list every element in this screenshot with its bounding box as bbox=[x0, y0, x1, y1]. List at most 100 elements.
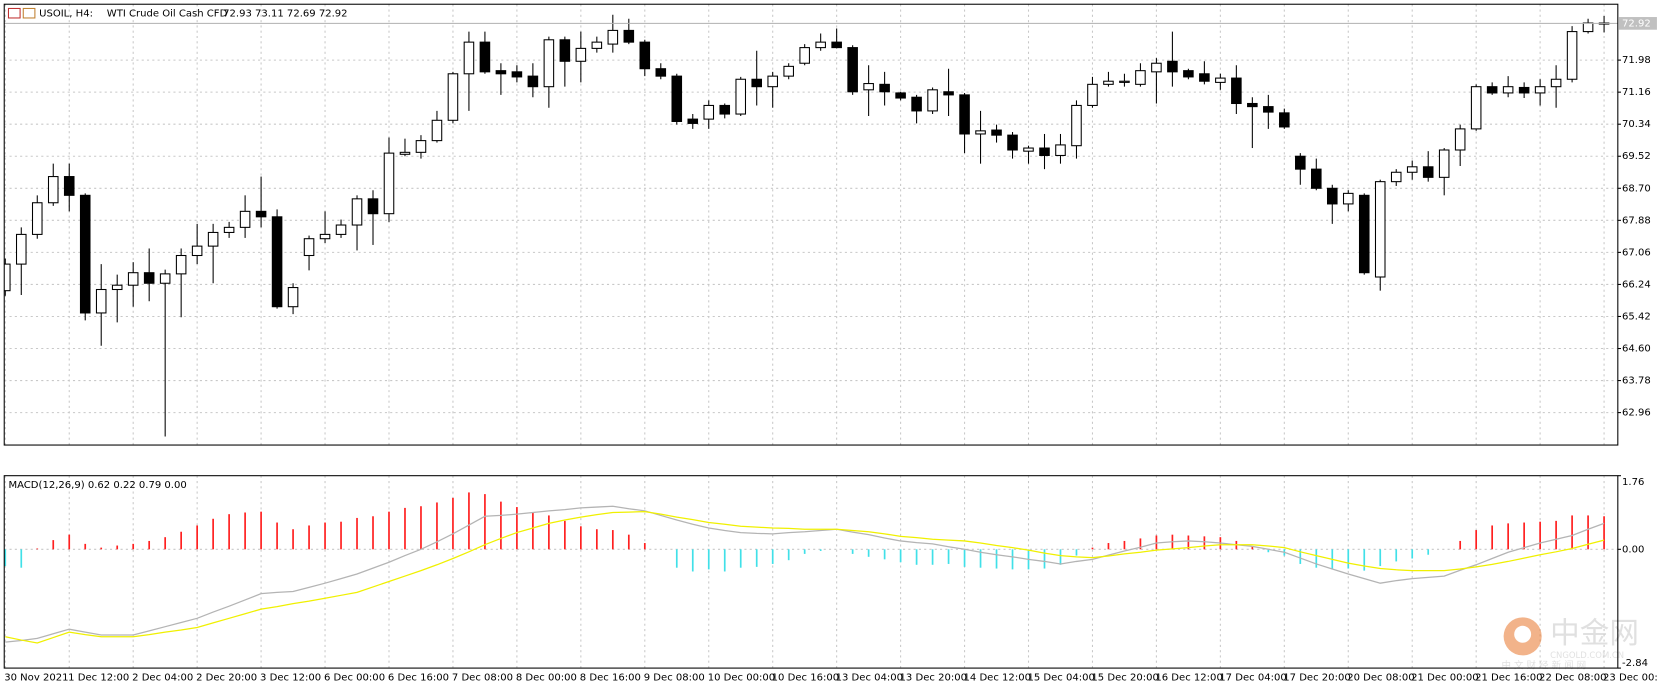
candle-body bbox=[975, 130, 986, 135]
candle-body bbox=[1406, 166, 1418, 173]
histogram-bar bbox=[1603, 516, 1605, 550]
y-tick-label: 64.60 bbox=[1622, 344, 1651, 355]
histogram-bar bbox=[164, 537, 167, 550]
histogram-bar bbox=[1491, 525, 1494, 550]
macd-line bbox=[5, 511, 1605, 644]
y-tick-label: 66.24 bbox=[1622, 279, 1651, 290]
histogram-bar bbox=[1075, 549, 1078, 556]
candle-body bbox=[863, 83, 874, 91]
x-tick-label: 22 Dec 08:00 bbox=[1539, 673, 1606, 684]
candle-body bbox=[767, 75, 778, 88]
histogram-bar bbox=[1427, 549, 1430, 555]
histogram-bar bbox=[516, 507, 518, 550]
candle-body bbox=[271, 216, 283, 308]
candle-body bbox=[495, 70, 507, 75]
histogram-bar bbox=[276, 522, 278, 550]
histogram-bar bbox=[1251, 546, 1254, 550]
candle-body bbox=[815, 41, 826, 49]
histogram-bar bbox=[787, 549, 790, 561]
histogram-bar bbox=[1507, 523, 1509, 550]
histogram-bar bbox=[52, 540, 55, 550]
candle-body bbox=[719, 104, 731, 115]
candle-body bbox=[335, 224, 347, 235]
candle-body bbox=[367, 198, 379, 215]
watermark-tagline: 中 文 财 经 新 闻 网 bbox=[1502, 659, 1587, 671]
x-tick-label: 3 Dec 12:00 bbox=[260, 673, 321, 684]
histogram-bar bbox=[212, 518, 214, 550]
candle-body bbox=[591, 41, 603, 49]
histogram-bar bbox=[1475, 530, 1478, 550]
candle-body bbox=[31, 202, 43, 235]
histogram-bar bbox=[404, 507, 406, 550]
histogram-bar bbox=[643, 543, 646, 550]
x-tick-label: 15 Dec 20:00 bbox=[1091, 673, 1158, 684]
x-tick-label: 30 Nov 2021 bbox=[4, 673, 68, 684]
x-tick-label: 1 Dec 12:00 bbox=[68, 673, 129, 684]
y-tick-label: 65.42 bbox=[1622, 311, 1651, 322]
description: WTI Crude Oil Cash CFD bbox=[107, 9, 228, 20]
header-icon bbox=[22, 7, 36, 19]
watermark-site: CNGOLD.COM.CN bbox=[1550, 650, 1624, 660]
histogram-bar bbox=[1011, 549, 1014, 570]
candle-body bbox=[1295, 155, 1306, 170]
histogram-bar bbox=[68, 534, 71, 550]
histogram-bar bbox=[324, 522, 326, 550]
x-tick-label: 2 Dec 04:00 bbox=[132, 673, 193, 684]
y-tick-label: 0.00 bbox=[1622, 544, 1644, 555]
candle-body bbox=[159, 273, 171, 284]
candle-body bbox=[1055, 144, 1066, 156]
candle-body bbox=[431, 119, 443, 142]
x-tick-label: 7 Dec 08:00 bbox=[452, 673, 513, 684]
candle-body bbox=[559, 39, 571, 62]
histogram-bar bbox=[771, 549, 774, 564]
candle-body bbox=[735, 78, 747, 115]
candle-body bbox=[1390, 171, 1402, 183]
candle-body bbox=[1279, 112, 1290, 128]
histogram-bar bbox=[1347, 549, 1350, 569]
histogram-bar bbox=[388, 511, 390, 550]
histogram-bar bbox=[1187, 535, 1190, 550]
candle-body bbox=[1183, 70, 1194, 78]
histogram-bar bbox=[1459, 540, 1462, 550]
histogram-bar bbox=[1091, 547, 1094, 550]
candle-body bbox=[1039, 147, 1050, 156]
symbol: USOIL, H4: bbox=[39, 9, 93, 20]
header-icon bbox=[7, 7, 21, 19]
candle-body bbox=[879, 83, 890, 93]
candle-body bbox=[463, 41, 475, 75]
watermark-brand: 中金网 bbox=[1550, 616, 1639, 650]
histogram-bar bbox=[1123, 540, 1126, 550]
histogram-bar bbox=[1539, 521, 1541, 550]
candle-body bbox=[847, 47, 858, 93]
histogram-bar bbox=[500, 501, 502, 550]
macd-pane-frame bbox=[3, 475, 1619, 669]
histogram-bar bbox=[883, 549, 886, 560]
histogram-bar bbox=[675, 549, 678, 568]
histogram-bar bbox=[116, 545, 119, 550]
x-tick-label: 8 Dec 16:00 bbox=[580, 673, 641, 684]
candle-body bbox=[175, 254, 187, 275]
candle-body bbox=[1071, 104, 1082, 147]
candle-body bbox=[15, 233, 27, 265]
histogram-bar bbox=[1523, 522, 1525, 550]
candle-body bbox=[47, 176, 59, 204]
candle-body bbox=[1454, 128, 1466, 151]
histogram-bar bbox=[420, 506, 422, 550]
candle-body bbox=[575, 47, 587, 62]
histogram-bar bbox=[1299, 549, 1302, 564]
candle-body bbox=[479, 41, 491, 73]
histogram-bar bbox=[803, 549, 806, 554]
histogram-bar bbox=[1363, 549, 1366, 571]
candle-body bbox=[1582, 22, 1594, 33]
candle-body bbox=[223, 226, 235, 233]
candle-body bbox=[1215, 77, 1226, 83]
candle-body bbox=[831, 41, 842, 49]
candle-body bbox=[447, 73, 459, 121]
histogram-bar bbox=[755, 549, 758, 567]
candle-body bbox=[639, 41, 651, 70]
histogram-bar bbox=[1203, 536, 1206, 550]
histogram-bar bbox=[100, 547, 103, 550]
